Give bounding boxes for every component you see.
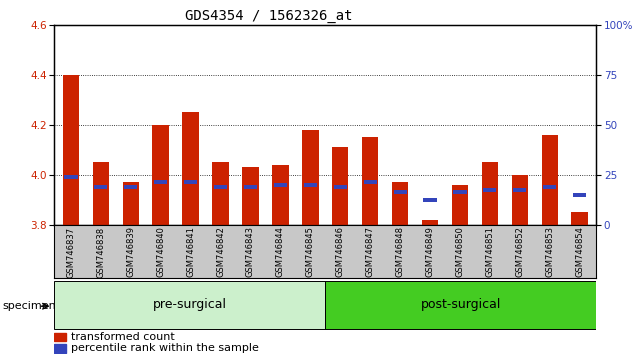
Bar xyxy=(242,167,259,225)
Text: GSM746854: GSM746854 xyxy=(575,227,584,277)
Bar xyxy=(483,188,497,192)
Bar xyxy=(512,175,528,225)
Bar xyxy=(304,183,317,187)
Bar xyxy=(452,185,468,225)
Bar xyxy=(184,180,197,184)
Text: percentile rank within the sample: percentile rank within the sample xyxy=(71,343,258,354)
Bar xyxy=(481,162,498,225)
Text: GSM746852: GSM746852 xyxy=(515,227,524,277)
Text: transformed count: transformed count xyxy=(71,332,174,342)
Bar xyxy=(543,185,556,189)
Bar xyxy=(453,190,467,194)
Text: GSM746838: GSM746838 xyxy=(96,227,105,278)
Text: GSM746853: GSM746853 xyxy=(545,227,554,278)
Bar xyxy=(153,125,169,225)
Bar xyxy=(363,180,377,184)
Text: GSM746843: GSM746843 xyxy=(246,227,255,278)
Bar xyxy=(274,183,287,187)
Bar xyxy=(571,212,588,225)
Text: GSM746847: GSM746847 xyxy=(366,227,375,278)
Bar xyxy=(424,198,437,202)
Text: GSM746846: GSM746846 xyxy=(336,227,345,278)
FancyBboxPatch shape xyxy=(326,281,596,329)
Bar xyxy=(63,75,79,225)
Bar xyxy=(244,185,257,189)
Bar xyxy=(54,333,67,341)
Bar xyxy=(93,162,109,225)
Text: GSM746837: GSM746837 xyxy=(67,227,76,278)
Text: GDS4354 / 1562326_at: GDS4354 / 1562326_at xyxy=(185,9,353,23)
Bar xyxy=(183,112,199,225)
Text: pre-surgical: pre-surgical xyxy=(153,298,227,311)
Bar xyxy=(64,175,78,179)
Text: GSM746840: GSM746840 xyxy=(156,227,165,277)
Bar xyxy=(394,190,406,194)
Text: GSM746851: GSM746851 xyxy=(485,227,494,277)
Bar xyxy=(214,185,227,189)
Text: specimen: specimen xyxy=(3,301,56,311)
Bar xyxy=(302,130,319,225)
Bar xyxy=(542,135,558,225)
Bar xyxy=(334,185,347,189)
Bar xyxy=(332,147,349,225)
Text: GSM746844: GSM746844 xyxy=(276,227,285,277)
Text: GSM746839: GSM746839 xyxy=(126,227,135,278)
FancyBboxPatch shape xyxy=(54,281,326,329)
Bar xyxy=(154,180,167,184)
Bar xyxy=(124,185,137,189)
Bar xyxy=(422,220,438,225)
Text: post-surgical: post-surgical xyxy=(420,298,501,311)
Text: GSM746845: GSM746845 xyxy=(306,227,315,277)
Bar xyxy=(54,344,67,353)
Bar xyxy=(122,182,139,225)
Bar xyxy=(212,162,229,225)
Text: GSM746849: GSM746849 xyxy=(426,227,435,277)
Text: GSM746842: GSM746842 xyxy=(216,227,225,277)
Bar xyxy=(392,182,408,225)
Bar xyxy=(362,137,378,225)
Bar xyxy=(513,188,526,192)
Bar xyxy=(94,185,108,189)
Bar xyxy=(272,165,288,225)
Bar xyxy=(573,193,587,197)
Text: GSM746850: GSM746850 xyxy=(456,227,465,277)
Text: GSM746841: GSM746841 xyxy=(186,227,195,277)
Text: GSM746848: GSM746848 xyxy=(395,227,404,278)
